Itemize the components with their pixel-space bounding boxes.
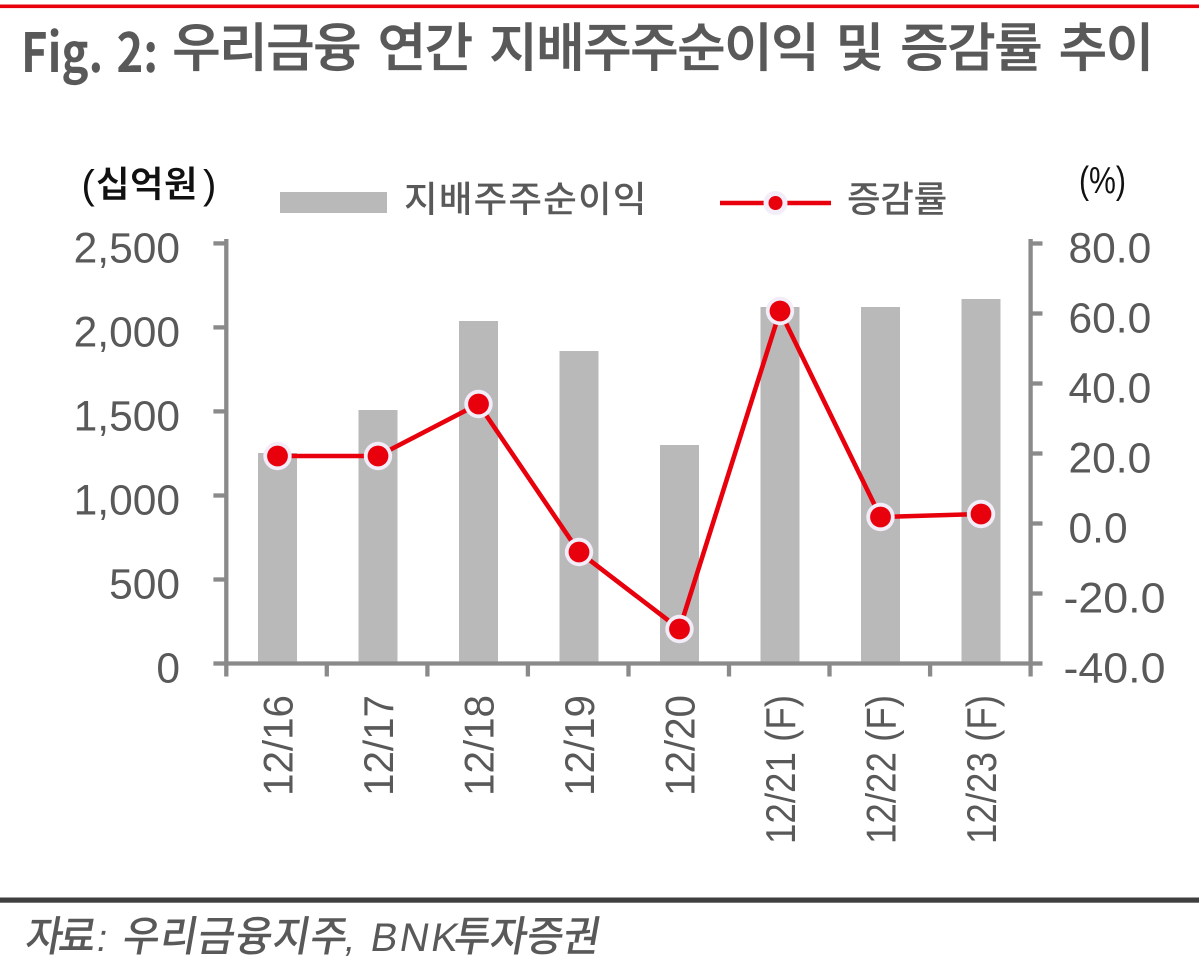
svg-text:0.0: 0.0: [1069, 506, 1128, 553]
svg-text:1,000: 1,000: [74, 478, 180, 525]
svg-text:-20.0: -20.0: [1064, 576, 1166, 623]
svg-text:(: (: [82, 163, 96, 207]
svg-text:): ): [203, 163, 216, 207]
svg-text:2,000: 2,000: [74, 309, 180, 356]
svg-text:12/23 (F): 12/23 (F): [958, 695, 1005, 844]
svg-text:20.0: 20.0: [1069, 436, 1152, 483]
svg-text:12/22 (F): 12/22 (F): [858, 695, 905, 844]
svg-text:12/16: 12/16: [255, 695, 302, 796]
svg-text:80.0: 80.0: [1069, 226, 1152, 273]
svg-text:12/18: 12/18: [456, 695, 503, 796]
svg-text:0: 0: [156, 646, 180, 693]
svg-text:1,500: 1,500: [74, 393, 180, 440]
svg-text:12/20: 12/20: [657, 695, 704, 796]
svg-text:(%): (%): [1079, 160, 1126, 202]
svg-text:40.0: 40.0: [1069, 366, 1152, 413]
svg-text:2,500: 2,500: [74, 225, 180, 272]
svg-text:12/21 (F): 12/21 (F): [757, 695, 804, 844]
svg-text:12/17: 12/17: [355, 695, 402, 796]
svg-text:12/19: 12/19: [556, 695, 603, 796]
svg-text:60.0: 60.0: [1069, 296, 1152, 343]
svg-text:500: 500: [109, 562, 180, 609]
svg-text:BNK: BNK: [367, 915, 464, 960]
svg-text:-40.0: -40.0: [1064, 646, 1166, 693]
